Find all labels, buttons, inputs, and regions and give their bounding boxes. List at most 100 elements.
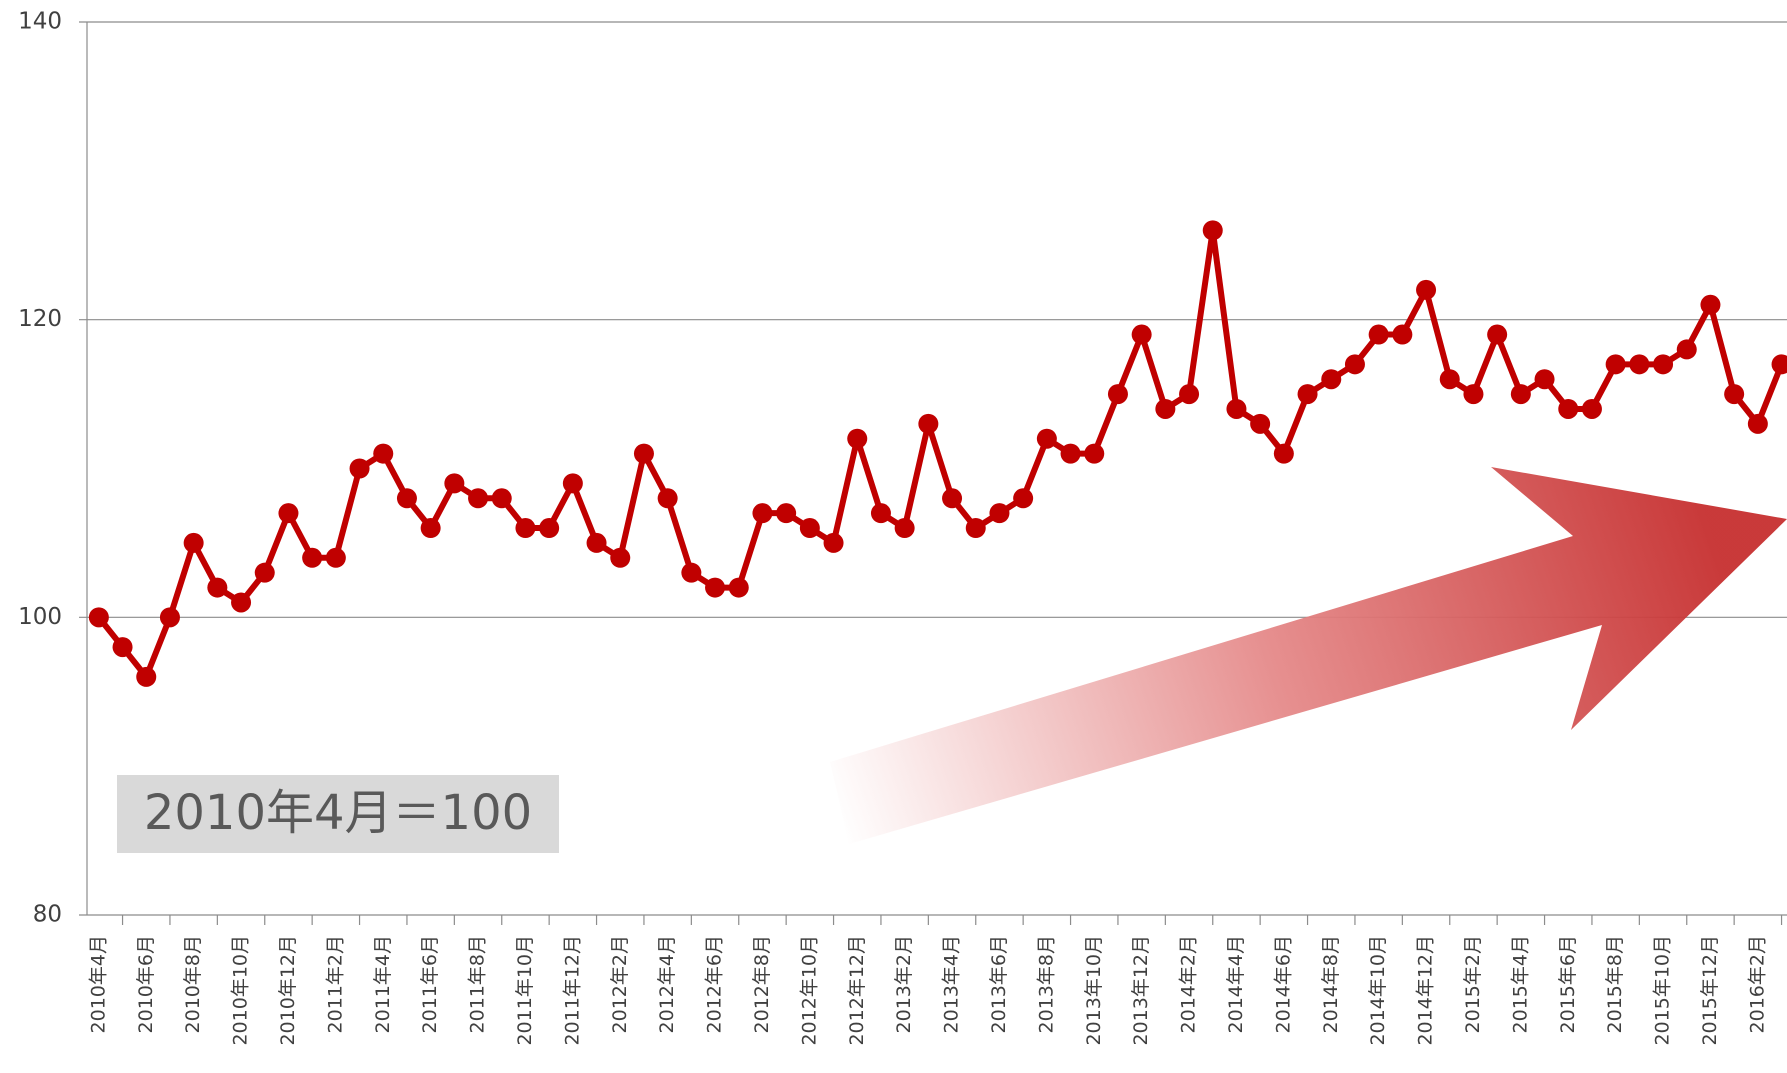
x-tick-label: 2011年2月 (324, 935, 346, 1033)
marker (1510, 384, 1531, 405)
marker (1155, 398, 1176, 419)
marker (1179, 384, 1200, 405)
marker (728, 577, 749, 598)
marker (1392, 324, 1413, 345)
plot-area: 80 100 120 140 2010年4月 2010年6月 2010年8月 2010年10月… (18, 9, 1787, 1046)
marker (444, 473, 465, 494)
marker (183, 532, 204, 553)
x-tick-label: 2011年8月 (467, 935, 489, 1033)
marker (1558, 398, 1579, 419)
marker (1107, 384, 1128, 405)
marker (562, 473, 583, 494)
x-tick-label: 2015年12月 (1699, 935, 1721, 1046)
marker (989, 503, 1010, 524)
marker (1747, 413, 1768, 434)
marker (918, 413, 939, 434)
x-tick-label: 2014年10月 (1367, 935, 1389, 1046)
marker (965, 518, 986, 539)
marker (681, 562, 702, 583)
marker (1321, 369, 1342, 390)
marker (302, 547, 323, 568)
x-tick-label: 2013年12月 (1130, 935, 1152, 1046)
marker (1202, 220, 1223, 241)
marker (847, 428, 868, 449)
x-tick-label: 2012年10月 (798, 935, 820, 1046)
x-tick-label: 2010年6月 (135, 935, 157, 1033)
marker (539, 518, 560, 539)
x-tick-label: 2014年2月 (1178, 935, 1200, 1033)
x-tick-label: 2013年10月 (1083, 935, 1105, 1046)
x-tick-label: 2014年12月 (1415, 935, 1437, 1046)
marker (1273, 443, 1294, 464)
x-tick-label: 2014年4月 (1225, 935, 1247, 1033)
marker (1629, 354, 1650, 375)
marker (325, 547, 346, 568)
x-tick-label: 2015年10月 (1652, 935, 1674, 1046)
marker (1344, 354, 1365, 375)
x-tick-label: 2011年10月 (514, 935, 536, 1046)
marker (136, 666, 157, 687)
marker (1013, 488, 1034, 509)
marker (373, 443, 394, 464)
x-tick-label: 2012年8月 (751, 935, 773, 1033)
x-tick-label: 2013年4月 (941, 935, 963, 1033)
marker (776, 503, 797, 524)
marker (1700, 294, 1721, 315)
x-tick-label: 2012年12月 (846, 935, 868, 1046)
marker (1131, 324, 1152, 345)
x-tick-label: 2012年2月 (609, 935, 631, 1033)
marker (1676, 339, 1697, 360)
x-tick-label: 2013年2月 (893, 935, 915, 1033)
x-tick-label: 2010年8月 (182, 935, 204, 1033)
trend-arrow (830, 467, 1787, 844)
marker (586, 532, 607, 553)
x-tick-label: 2013年8月 (1035, 935, 1057, 1033)
y-tick-label: 100 (18, 604, 62, 630)
x-tick-label: 2011年4月 (372, 935, 394, 1033)
marker (942, 488, 963, 509)
marker (159, 607, 180, 628)
marker (1463, 384, 1484, 405)
marker (207, 577, 228, 598)
x-tick-label: 2012年6月 (704, 935, 726, 1033)
marker (1439, 369, 1460, 390)
marker (468, 488, 489, 509)
marker (278, 503, 299, 524)
x-tick-label: 2015年8月 (1604, 935, 1626, 1033)
marker (349, 458, 370, 479)
marker (1250, 413, 1271, 434)
y-tick-label: 120 (18, 306, 62, 332)
annotation: 2010年4月＝100 (144, 785, 532, 841)
marker (231, 592, 252, 613)
x-tick-label: 2011年12月 (561, 935, 583, 1046)
marker (1653, 354, 1674, 375)
marker (1084, 443, 1105, 464)
marker (396, 488, 417, 509)
marker (1297, 384, 1318, 405)
marker (112, 637, 133, 658)
marker (823, 532, 844, 553)
x-tick-label: 2015年6月 (1557, 935, 1579, 1033)
x-tick-label: 2012年4月 (656, 935, 678, 1033)
x-tick-label: 2010年12月 (277, 935, 299, 1046)
marker (1036, 428, 1057, 449)
marker (799, 518, 820, 539)
marker (1605, 354, 1626, 375)
marker (633, 443, 654, 464)
x-tick-label: 2010年4月 (87, 935, 109, 1033)
marker (420, 518, 441, 539)
x-tick-label: 2015年2月 (1462, 935, 1484, 1033)
y-tick-label: 140 (18, 9, 62, 35)
marker (254, 562, 275, 583)
marker (705, 577, 726, 598)
x-tick-label: 2016年2月 (1746, 935, 1768, 1033)
marker (491, 488, 512, 509)
marker (1771, 354, 1787, 375)
marker (657, 488, 678, 509)
marker (515, 518, 536, 539)
annotation-box (117, 775, 559, 853)
marker (1368, 324, 1389, 345)
marker (1487, 324, 1508, 345)
marker (1581, 398, 1602, 419)
